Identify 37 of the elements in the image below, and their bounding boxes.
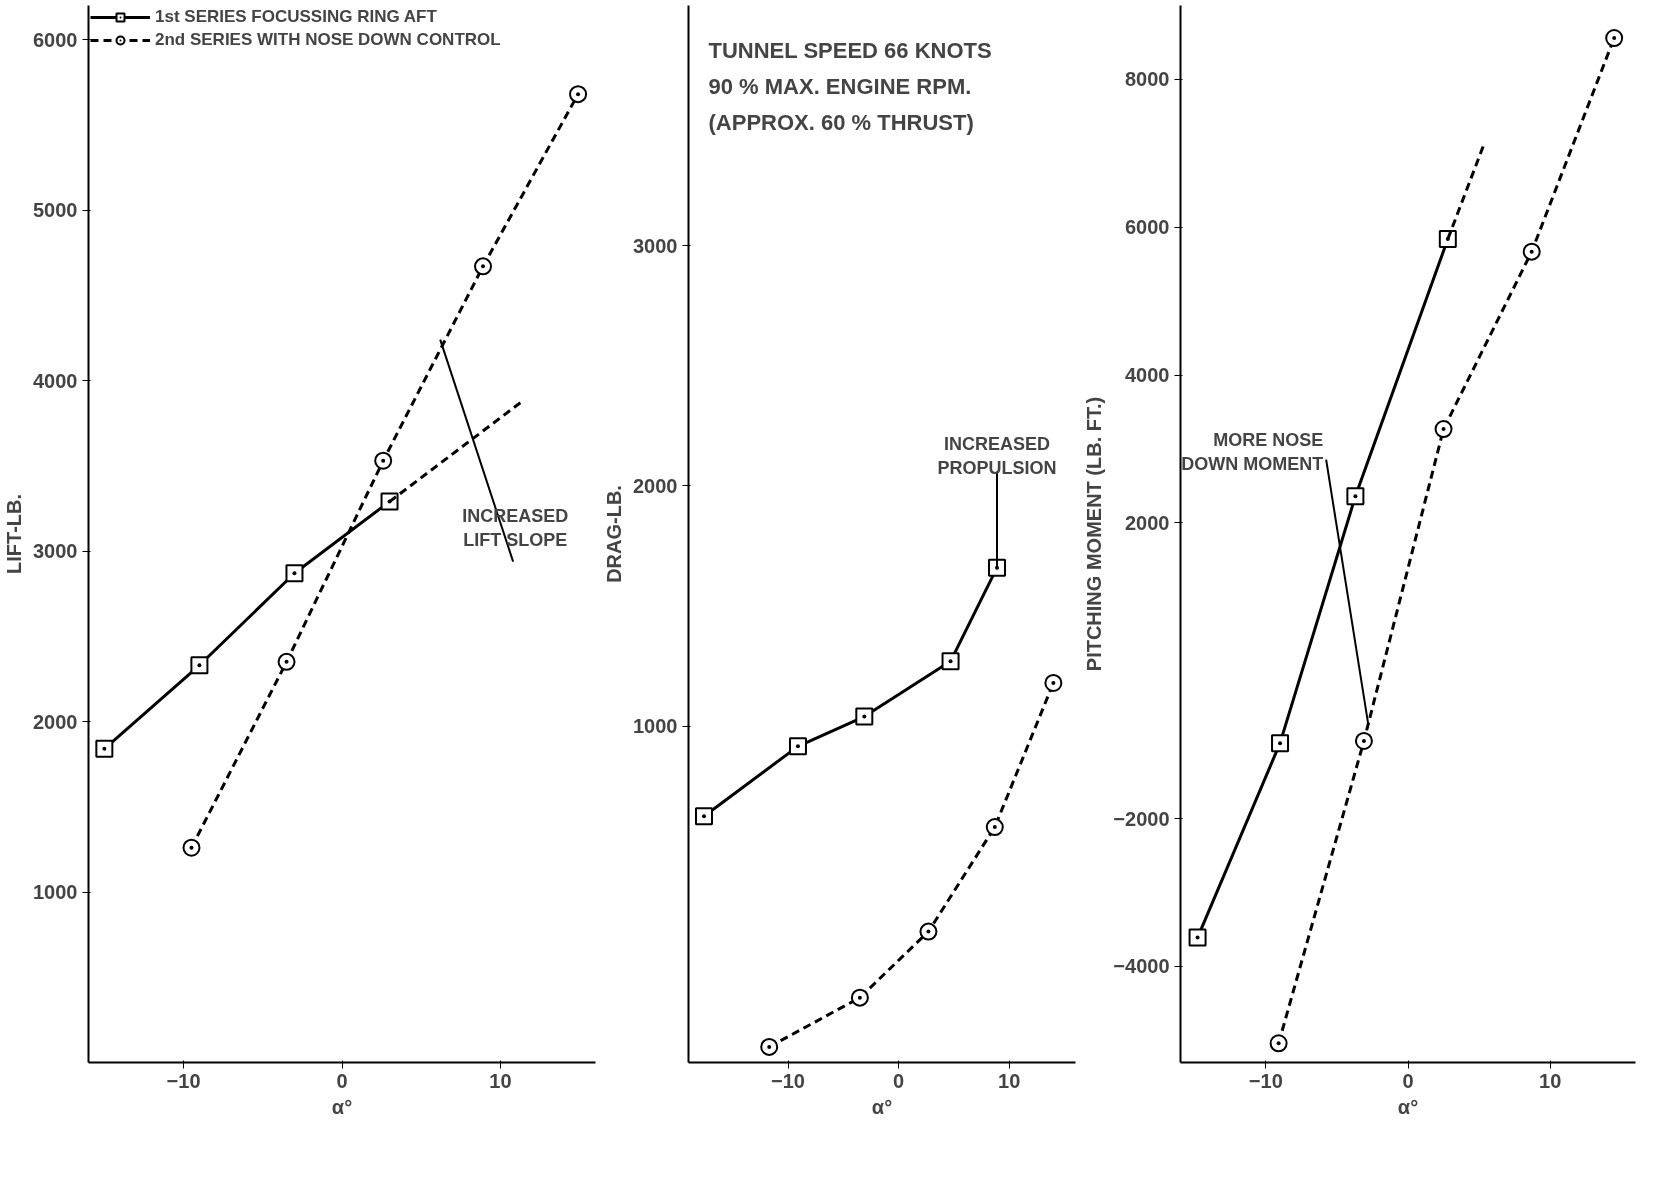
y-tick-label: −2000 xyxy=(1113,807,1170,830)
x-axis-title: α° xyxy=(1397,1095,1419,1118)
annotation: 90 % MAX. ENGINE RPM. xyxy=(708,73,972,99)
y-tick-label: 6000 xyxy=(33,28,78,51)
x-tick-label: 10 xyxy=(489,1069,512,1092)
x-tick-label: −10 xyxy=(1248,1069,1283,1092)
annotation: MORE NOSE DOWN MOMENT xyxy=(1181,429,1324,474)
x-tick-label: −10 xyxy=(771,1069,805,1092)
x-tick-label: 10 xyxy=(998,1069,1021,1092)
x-tick-label: 10 xyxy=(1539,1069,1562,1092)
y-tick-label: 2000 xyxy=(1125,511,1170,534)
annotation: INCREASED PROPULSION xyxy=(937,433,1057,478)
y-tick-label: 6000 xyxy=(1125,216,1170,239)
y-tick-label: 2000 xyxy=(633,474,678,497)
x-tick-label: 0 xyxy=(336,1069,348,1092)
y-tick-label: 5000 xyxy=(33,199,78,222)
x-axis-title: α° xyxy=(331,1095,353,1118)
annotation: TUNNEL SPEED 66 KNOTS xyxy=(708,37,992,63)
y-tick-label: 8000 xyxy=(1125,68,1170,91)
y-axis-title: DRAG-LB. xyxy=(603,485,626,583)
y-tick-label: 4000 xyxy=(1125,364,1170,387)
y-tick-label: 3000 xyxy=(633,234,678,257)
x-axis-title: α° xyxy=(871,1095,893,1118)
y-axis-title: PITCHING MOMENT (LB. FT.) xyxy=(1083,396,1106,672)
y-tick-label: 1000 xyxy=(33,881,78,904)
y-tick-label: 1000 xyxy=(633,715,678,738)
y-tick-label: 2000 xyxy=(33,710,78,733)
y-tick-label: 4000 xyxy=(33,369,78,392)
y-tick-label: 3000 xyxy=(33,540,78,563)
y-axis-title: LIFT-LB. xyxy=(3,494,26,574)
x-tick-label: 0 xyxy=(893,1069,905,1092)
x-tick-label: 0 xyxy=(1402,1069,1414,1092)
x-tick-label: −10 xyxy=(166,1069,201,1092)
y-tick-label: −4000 xyxy=(1113,955,1170,978)
legend-label: 1st SERIES FOCUSSING RING AFT xyxy=(155,7,437,27)
legend-label: 2nd SERIES WITH NOSE DOWN CONTROL xyxy=(155,30,501,50)
annotation: (APPROX. 60 % THRUST) xyxy=(708,109,974,135)
